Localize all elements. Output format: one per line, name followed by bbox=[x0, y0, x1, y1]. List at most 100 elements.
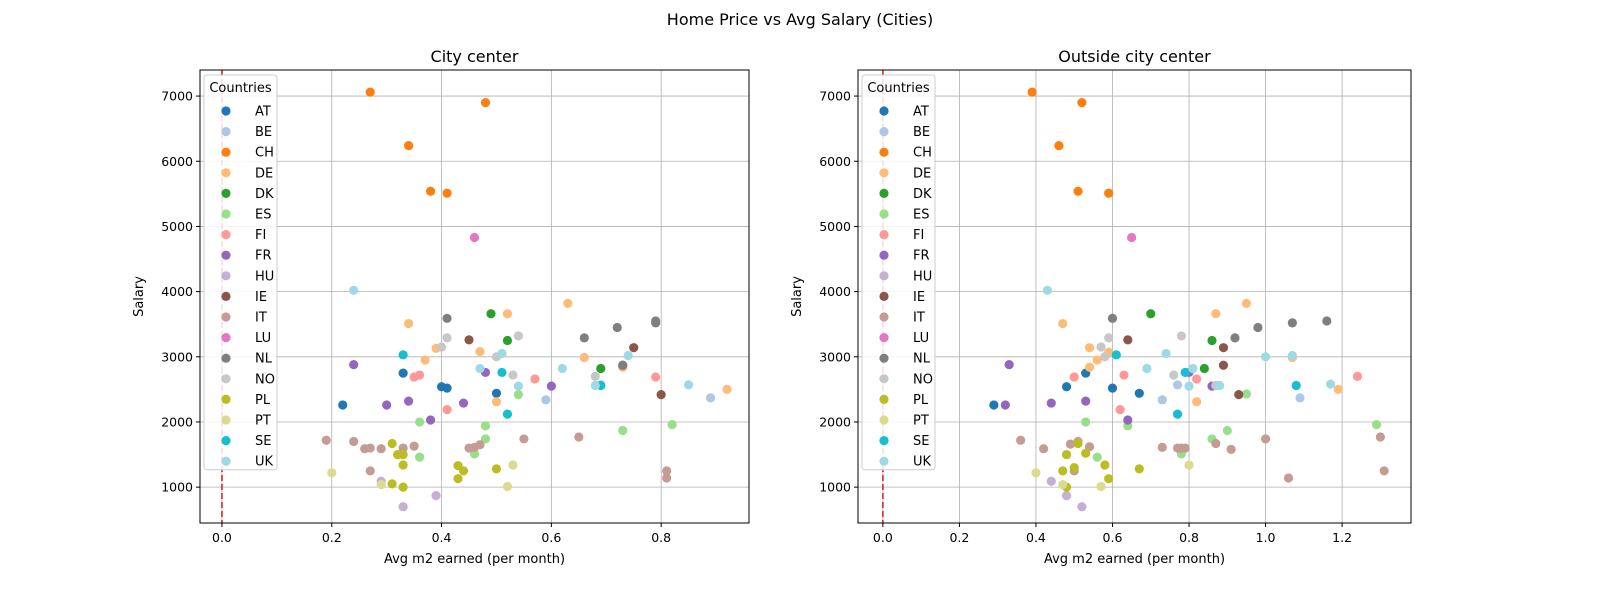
series-pt bbox=[1031, 460, 1194, 492]
legend-marker-lu bbox=[879, 333, 889, 343]
data-point-es bbox=[667, 419, 677, 430]
data-point-it bbox=[662, 473, 672, 483]
x-tick-label: 0.4 bbox=[1026, 530, 1046, 545]
data-point-uk bbox=[1042, 285, 1053, 295]
legend-marker-se bbox=[879, 436, 889, 446]
legend-marker-ch bbox=[879, 147, 889, 157]
x-tick-label: 0.2 bbox=[322, 530, 342, 545]
data-point-lu bbox=[1127, 232, 1137, 243]
data-point-ch bbox=[404, 141, 414, 151]
data-point-de bbox=[502, 309, 513, 319]
data-point-fr bbox=[1046, 398, 1056, 408]
legend-label-nl: NL bbox=[255, 352, 273, 367]
data-point-ie bbox=[464, 335, 474, 345]
data-point-fr bbox=[546, 381, 556, 391]
series-pl bbox=[387, 438, 502, 492]
figure-suptitle: Home Price vs Avg Salary (Cities) bbox=[667, 10, 933, 29]
data-point-fr bbox=[1000, 400, 1010, 410]
series-fi bbox=[409, 370, 661, 415]
data-point-it bbox=[475, 440, 485, 450]
legend-label-se: SE bbox=[255, 434, 271, 449]
legend-marker-se bbox=[221, 436, 231, 446]
legend-marker-dk bbox=[221, 188, 231, 198]
data-point-no bbox=[508, 370, 518, 380]
y-tick-label: 5000 bbox=[819, 219, 851, 234]
data-point-de bbox=[1084, 343, 1095, 353]
legend-marker-pl bbox=[221, 394, 231, 404]
data-point-nl bbox=[1322, 316, 1332, 326]
data-point-dk bbox=[1146, 309, 1156, 319]
data-point-uk bbox=[1161, 348, 1171, 359]
data-point-de bbox=[722, 384, 732, 394]
data-point-ie bbox=[1123, 335, 1133, 345]
data-point-be bbox=[1295, 393, 1305, 403]
data-point-de bbox=[1241, 298, 1252, 308]
series-fr bbox=[349, 360, 556, 425]
data-point-dk bbox=[1207, 335, 1217, 346]
legend-marker-no bbox=[221, 374, 231, 384]
data-point-ie bbox=[1218, 360, 1229, 370]
data-point-no bbox=[1096, 342, 1106, 352]
legend-marker-ie bbox=[221, 291, 231, 301]
legend-label-ie: IE bbox=[255, 290, 267, 305]
data-point-es bbox=[1092, 452, 1102, 462]
legend-label-fi: FI bbox=[255, 228, 266, 243]
data-point-ie bbox=[656, 389, 666, 400]
series-se bbox=[398, 350, 606, 419]
data-point-fr bbox=[1004, 360, 1014, 370]
data-point-be bbox=[1172, 380, 1183, 390]
data-point-it bbox=[365, 443, 375, 453]
data-point-uk bbox=[497, 348, 507, 359]
data-point-lu bbox=[469, 232, 480, 243]
axes-frame bbox=[199, 69, 750, 524]
legend-label-be: BE bbox=[913, 125, 930, 140]
data-point-uk bbox=[557, 363, 567, 374]
legend-label-ie: IE bbox=[913, 290, 925, 305]
data-point-fr bbox=[458, 398, 469, 408]
x-tick-label: 0.2 bbox=[949, 530, 969, 545]
legend-label-uk: UK bbox=[913, 455, 932, 470]
legend-marker-pt bbox=[221, 415, 231, 425]
data-point-fi bbox=[530, 374, 540, 384]
data-point-it bbox=[1039, 444, 1049, 454]
data-point-es bbox=[469, 449, 480, 459]
legend-marker-nl bbox=[879, 353, 889, 363]
series-de bbox=[404, 298, 732, 407]
data-point-fr bbox=[1123, 415, 1133, 425]
chart-title: Outside city center bbox=[1058, 47, 1211, 66]
data-point-no bbox=[1100, 352, 1110, 362]
data-point-se bbox=[1291, 380, 1301, 391]
x-tick-label: 0.6 bbox=[1103, 530, 1123, 545]
legend-label-de: DE bbox=[913, 166, 931, 181]
data-point-pl bbox=[491, 464, 502, 474]
data-point-nl bbox=[1107, 313, 1118, 323]
data-point-pt bbox=[1184, 460, 1194, 470]
legend-label-be: BE bbox=[255, 125, 272, 140]
data-point-pl bbox=[1104, 474, 1114, 484]
legend-label-fr: FR bbox=[255, 249, 272, 264]
data-point-uk bbox=[1215, 380, 1225, 391]
data-point-pl bbox=[387, 479, 397, 489]
y-tick-label: 6000 bbox=[161, 154, 193, 169]
data-point-de bbox=[1192, 397, 1202, 407]
data-point-dk bbox=[502, 335, 513, 346]
legend-marker-it bbox=[221, 312, 231, 322]
legend-label-pl: PL bbox=[255, 393, 271, 408]
legend-marker-be bbox=[879, 127, 889, 137]
y-axis-label: Salary bbox=[790, 276, 805, 317]
legend-label-dk: DK bbox=[913, 187, 932, 202]
data-point-uk bbox=[1142, 363, 1152, 374]
data-point-es bbox=[1241, 389, 1252, 399]
series-uk bbox=[1042, 285, 1336, 391]
data-point-nl bbox=[442, 313, 452, 323]
data-point-fi bbox=[1192, 374, 1202, 384]
data-point-it bbox=[349, 436, 359, 447]
x-tick-label: 0.8 bbox=[1179, 530, 1199, 545]
data-point-de bbox=[1084, 362, 1095, 372]
data-point-fi bbox=[442, 404, 452, 415]
data-point-se bbox=[502, 409, 513, 419]
data-point-uk bbox=[1287, 350, 1297, 361]
data-point-es bbox=[1371, 419, 1382, 430]
data-point-be bbox=[541, 395, 551, 405]
series-pt bbox=[327, 460, 518, 492]
